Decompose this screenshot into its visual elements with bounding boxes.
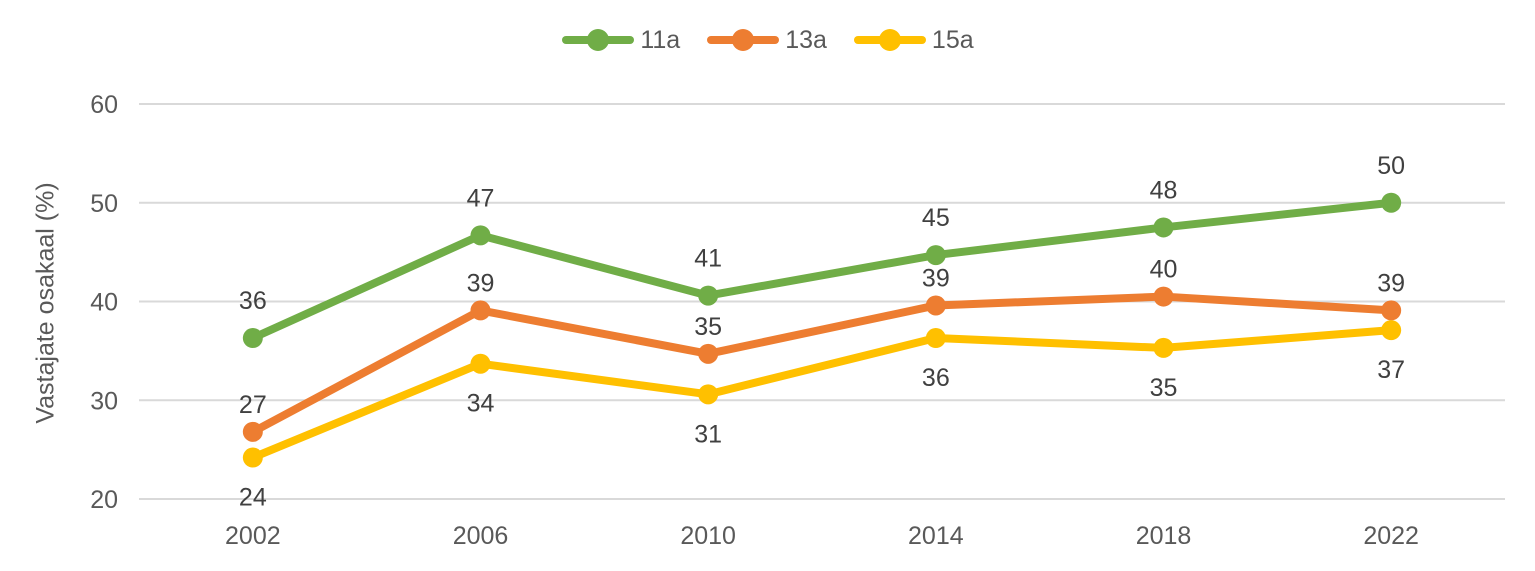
- x-tick-label: 2006: [453, 522, 509, 550]
- data-point-15a: [1381, 320, 1402, 341]
- y-tick-label: 40: [90, 289, 118, 317]
- legend-label: 15a: [931, 25, 974, 54]
- data-label-13a: 39: [1377, 269, 1405, 297]
- x-tick-label: 2010: [680, 522, 736, 550]
- data-label-13a: 35: [694, 313, 722, 341]
- y-tick-label: 20: [90, 486, 118, 514]
- data-point-11a: [1381, 192, 1402, 213]
- series-line-15a: [248, 326, 1396, 462]
- y-tick-label: 30: [90, 387, 118, 415]
- y-tick-label: 50: [90, 190, 118, 218]
- legend-line-marker-icon: [707, 29, 780, 51]
- data-point-13a: [698, 343, 719, 364]
- legend-label: 13a: [785, 25, 827, 54]
- data-point-15a: [470, 353, 491, 374]
- data-label-15a: 36: [922, 364, 950, 392]
- data-point-13a: [470, 300, 491, 321]
- y-tick-label: 60: [90, 91, 118, 119]
- legend-line-marker-icon: [562, 29, 635, 51]
- data-label-15a: 35: [1150, 374, 1178, 402]
- data-point-13a: [1153, 286, 1174, 307]
- series-line-11a: [248, 198, 1396, 343]
- data-point-11a: [242, 328, 263, 349]
- data-point-15a: [925, 328, 946, 349]
- data-label-13a: 27: [239, 391, 267, 419]
- data-point-11a: [698, 285, 719, 306]
- x-tick-label: 2018: [1136, 522, 1192, 550]
- data-label-13a: 39: [467, 269, 495, 297]
- data-label-11a: 47: [467, 184, 495, 212]
- data-label-15a: 34: [467, 390, 495, 418]
- x-tick-label: 2002: [225, 522, 281, 550]
- data-point-13a: [1381, 300, 1402, 321]
- data-point-13a: [242, 421, 263, 442]
- data-point-15a: [1153, 337, 1174, 358]
- data-label-11a: 48: [1150, 176, 1178, 204]
- x-tick-label: 2022: [1363, 522, 1419, 550]
- data-point-11a: [925, 245, 946, 266]
- data-label-11a: 36: [239, 287, 267, 315]
- data-label-13a: 39: [922, 264, 950, 292]
- data-label-11a: 41: [694, 245, 722, 273]
- data-point-15a: [242, 447, 263, 468]
- legend-label: 11a: [640, 25, 681, 54]
- data-point-13a: [925, 295, 946, 316]
- data-label-11a: 50: [1377, 152, 1405, 180]
- data-label-11a: 45: [922, 204, 950, 232]
- data-point-15a: [698, 384, 719, 405]
- data-label-15a: 31: [694, 420, 722, 448]
- chart-legend: 11a 13a 15a: [0, 27, 1535, 53]
- data-label-15a: 24: [239, 484, 267, 512]
- data-point-11a: [1153, 217, 1174, 238]
- legend-item-11a: 11a: [561, 27, 680, 53]
- data-point-11a: [470, 225, 491, 246]
- legend-item-15a: 15a: [853, 27, 974, 53]
- series-line-13a: [248, 292, 1396, 436]
- legend-item-13a: 13a: [706, 27, 827, 53]
- data-label-15a: 37: [1377, 356, 1405, 384]
- x-tick-label: 2014: [908, 522, 964, 550]
- legend-line-marker-icon: [853, 29, 926, 51]
- data-label-13a: 40: [1150, 256, 1178, 284]
